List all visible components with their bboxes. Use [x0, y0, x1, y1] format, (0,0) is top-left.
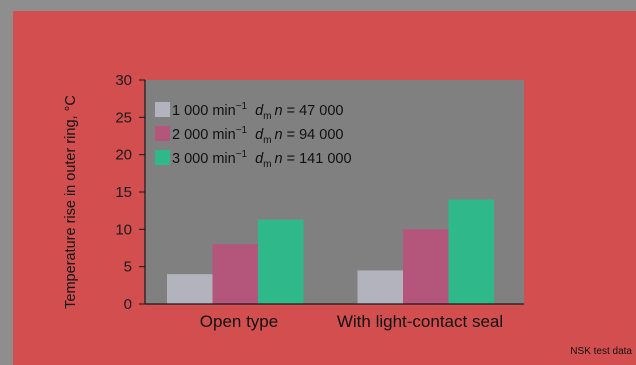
bars — [167, 199, 494, 304]
y-axis-label: Temperature rise in outer ring, °C — [63, 95, 79, 309]
x-axis: Open type With light-contact seal — [145, 303, 524, 331]
legend-swatch — [155, 126, 170, 141]
y-tick-label: 20 — [115, 147, 132, 164]
legend-entry: 1 000 min−1 dm n = 47 000 — [172, 101, 343, 122]
y-tick-label: 10 — [115, 221, 132, 238]
legend-entry: 3 000 min−1 dm n = 141 000 — [172, 149, 352, 170]
bar-chart: 0 5 10 15 20 25 30 Open type With light-contact… — [63, 72, 524, 331]
legend-swatch — [155, 102, 170, 117]
legend-entry: 2 000 min−1 dm n = 94 000 — [172, 125, 343, 146]
bar — [167, 274, 213, 304]
y-tick-label: 25 — [115, 109, 132, 126]
y-tick-label: 30 — [115, 72, 132, 89]
x-category-label: With light-contact seal — [337, 312, 503, 331]
chart-panel: 0 5 10 15 20 25 30 Open type With light-contact… — [13, 11, 636, 365]
bar — [403, 229, 449, 304]
y-tick-label: 15 — [115, 184, 132, 201]
y-tick-label: 0 — [124, 296, 132, 313]
bar — [258, 219, 304, 304]
legend-swatch — [155, 150, 170, 165]
bar — [212, 244, 258, 304]
x-category-label: Open type — [200, 312, 278, 331]
bar — [448, 199, 494, 304]
source-note: NSK test data — [570, 346, 632, 357]
legend: 1 000 min−1 dm n = 47 000 2 000 min−1 dm n = … — [155, 101, 352, 170]
y-tick-label: 5 — [124, 259, 132, 276]
bar — [357, 270, 403, 304]
y-axis: 0 5 10 15 20 25 30 — [115, 72, 146, 313]
